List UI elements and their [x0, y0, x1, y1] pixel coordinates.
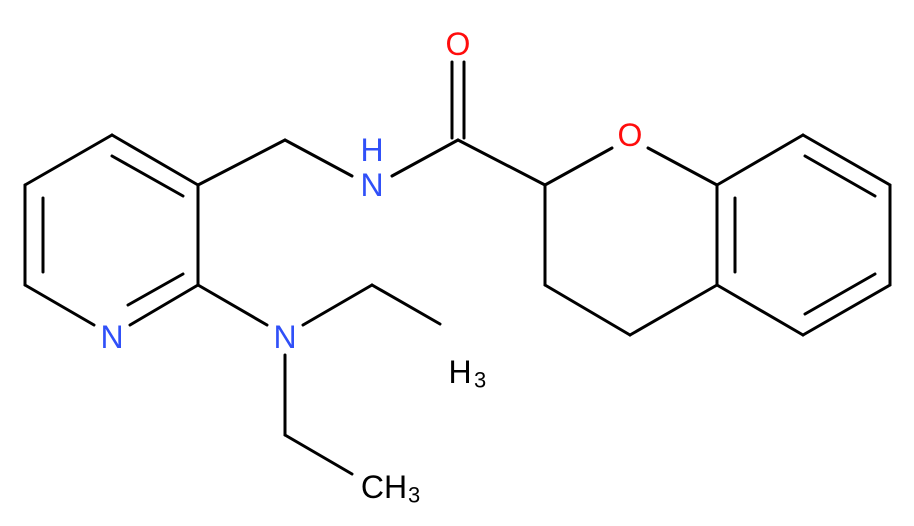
atom-subscript: 3	[474, 368, 486, 393]
atom-labels: O H N O N N H 3 CH 3	[100, 26, 642, 508]
atom-label: O	[618, 117, 643, 153]
atom-subscript: 3	[408, 483, 420, 508]
atom-label: N	[360, 167, 383, 203]
bonds	[23, 60, 892, 476]
atom-label: H	[448, 354, 471, 390]
atom-label: H	[360, 132, 383, 168]
atom-label: N	[100, 319, 123, 355]
atom-label: N	[273, 319, 296, 355]
atom-label: O	[446, 26, 471, 62]
atom-label: CH	[361, 469, 407, 505]
